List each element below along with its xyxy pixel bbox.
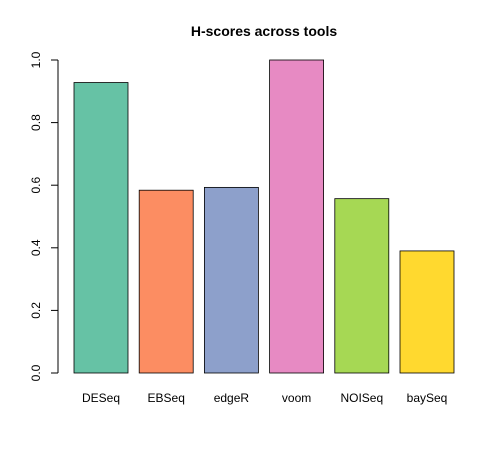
y-tick-label: 0.8 [29, 114, 43, 131]
bar-ebseq [138, 189, 194, 374]
x-tick-label: edgeR [214, 391, 250, 405]
x-tick-label: voom [282, 391, 311, 405]
bars [73, 59, 455, 374]
x-axis-labels: DESeq EBSeq edgeR voom NOISeq baySeq [82, 391, 447, 405]
x-tick-label: DESeq [82, 391, 120, 405]
y-tick-label: 0.0 [29, 364, 43, 381]
bar-bayseq [399, 250, 455, 374]
bar-voom [269, 59, 325, 374]
bar-deseq [73, 82, 129, 374]
bar-noiseq [334, 198, 390, 374]
y-tick-label: 0.6 [29, 177, 43, 194]
x-tick-label: EBSeq [148, 391, 185, 405]
y-axis: 0.0 0.2 0.4 0.6 0.8 1.0 [29, 51, 59, 381]
bar-edger [203, 186, 259, 374]
chart-title: H-scores across tools [191, 23, 337, 39]
y-tick-label: 1.0 [29, 51, 43, 68]
x-tick-label: NOISeq [340, 391, 383, 405]
x-tick-label: baySeq [407, 391, 448, 405]
y-tick-label: 0.4 [29, 239, 43, 256]
y-tick-label: 0.2 [29, 302, 43, 319]
